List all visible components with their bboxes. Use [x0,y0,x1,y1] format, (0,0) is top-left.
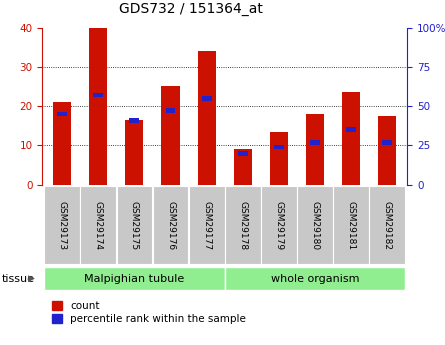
Text: GSM29177: GSM29177 [202,200,211,250]
Text: GSM29175: GSM29175 [130,200,139,250]
Bar [378,116,396,185]
Text: GDS732 / 151364_at: GDS732 / 151364_at [119,2,263,16]
Bar [274,145,284,149]
Bar [125,120,143,185]
Bar [117,186,152,264]
Bar [261,186,297,264]
Bar [310,140,320,145]
Bar [44,186,80,264]
Legend: count, percentile rank within the sample: count, percentile rank within the sample [48,297,251,328]
Text: GSM29173: GSM29173 [58,200,67,250]
Bar [346,127,356,132]
Text: GSM29180: GSM29180 [311,200,320,250]
Bar [342,92,360,185]
Text: GSM29174: GSM29174 [94,200,103,250]
Bar [202,96,212,101]
Bar [238,151,248,156]
Bar [53,102,71,185]
Bar [369,186,405,264]
Bar [333,186,369,264]
Text: Malpighian tubule: Malpighian tubule [84,274,185,284]
Bar [89,28,107,185]
Text: GSM29178: GSM29178 [238,200,247,250]
Bar [57,111,67,116]
Text: GSM29182: GSM29182 [383,200,392,250]
Bar [234,149,252,185]
Text: tissue: tissue [2,274,35,284]
Bar [81,186,116,264]
Text: ▶: ▶ [28,274,35,283]
Text: GSM29176: GSM29176 [166,200,175,250]
Bar [166,108,175,113]
Bar [198,51,216,185]
Text: GSM29179: GSM29179 [275,200,283,250]
Bar [382,140,392,145]
Text: whole organism: whole organism [271,274,359,284]
Bar [162,87,180,185]
Bar [270,131,288,185]
Bar [225,186,261,264]
Text: GSM29181: GSM29181 [347,200,356,250]
Bar [306,114,324,185]
Bar [189,186,225,264]
Bar [93,93,103,97]
Bar [44,267,225,290]
Bar [153,186,188,264]
Bar [129,118,139,122]
Bar [225,267,405,290]
Bar [297,186,333,264]
